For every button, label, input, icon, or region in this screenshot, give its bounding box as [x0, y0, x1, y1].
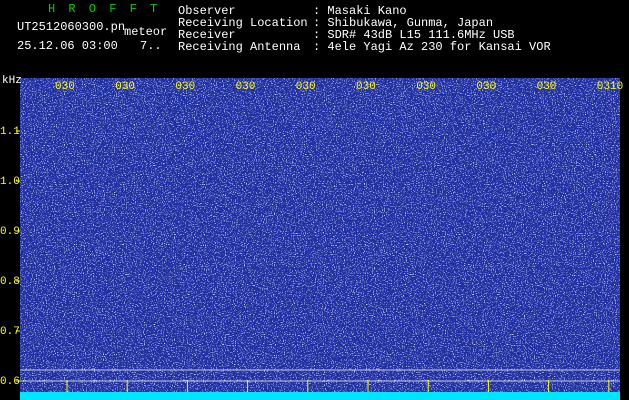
count: 7..	[140, 39, 162, 53]
y-tick-label: 0.8	[0, 276, 20, 288]
time-label: 030	[537, 81, 557, 93]
y-tick-label: 1.1	[0, 126, 20, 138]
y-tick-label: 0.7	[0, 326, 20, 338]
time-label: 030	[236, 81, 256, 93]
time-label: 030	[296, 81, 316, 93]
time-label: 030	[175, 81, 195, 93]
time-label: 030	[115, 81, 135, 93]
info-value: : SDR# 43dB L15 111.6MHz USB	[313, 28, 515, 42]
y-tick-label: 0.6	[0, 376, 20, 388]
time-label: 030	[476, 81, 496, 93]
datetime: 25.12.06 03:00	[17, 39, 118, 53]
mode-label: meteor	[124, 25, 167, 39]
file-name: UT2512060300.pn	[17, 20, 125, 34]
time-label: 030	[356, 81, 376, 93]
info-value: : 4ele Yagi Az 230 for Kansai VOR	[313, 40, 551, 54]
unit-label: kHz	[2, 75, 22, 87]
info-label: Receiver	[178, 28, 236, 42]
time-label: 030	[55, 81, 75, 93]
info-label: Observer	[178, 4, 236, 18]
header: H R O F F T UT2512060300.pn meteor 25.12…	[2, 2, 167, 87]
info-label: Receiving Antenna	[178, 40, 300, 54]
y-tick-label: 0.9	[0, 226, 20, 238]
spectrogram	[20, 78, 620, 400]
info-label: Receiving Location	[178, 16, 308, 30]
info-value: : Shibukawa, Gunma, Japan	[313, 16, 493, 30]
app-title: H R O F F T	[48, 2, 160, 16]
info-value: : Masaki Kano	[313, 4, 407, 18]
y-tick-label: 1.0	[0, 176, 20, 188]
time-label: 030	[416, 81, 436, 93]
time-label: 0310	[597, 81, 623, 93]
